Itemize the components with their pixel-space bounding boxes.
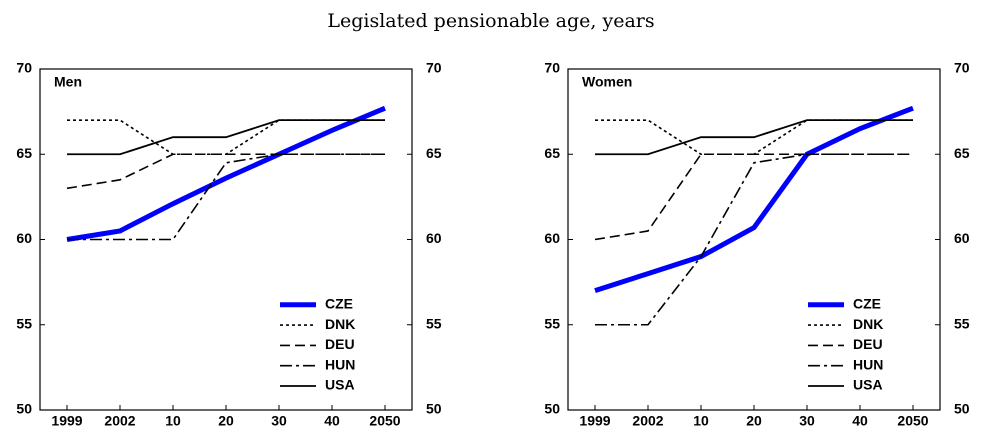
y2-tick-label: 70	[954, 60, 970, 76]
y-tick-label: 65	[16, 145, 32, 161]
x-tick-label: 2050	[369, 413, 400, 429]
y-tick-label: 65	[544, 145, 560, 161]
x-tick-label: 20	[746, 413, 762, 429]
y-tick-label: 60	[544, 230, 560, 246]
legend-label: DNK	[325, 316, 355, 332]
legend-label: DEU	[853, 336, 883, 352]
series-line	[595, 119, 913, 156]
y2-tick-label: 60	[426, 230, 442, 246]
y2-tick-label: 60	[954, 230, 970, 246]
legend-label: USA	[325, 377, 355, 393]
y-tick-label: 55	[16, 315, 32, 331]
panel-label: Men	[54, 74, 82, 90]
y-tick-label: 50	[16, 401, 32, 417]
y2-tick-label: 65	[426, 145, 442, 161]
x-tick-label: 1999	[51, 413, 82, 429]
y2-tick-label: 65	[954, 145, 970, 161]
y-tick-label: 60	[16, 230, 32, 246]
legend-label: CZE	[325, 296, 353, 312]
y-tick-label: 55	[544, 315, 560, 331]
legend-label: CZE	[853, 296, 881, 312]
x-tick-label: 20	[218, 413, 234, 429]
series-line	[66, 153, 385, 190]
x-tick-label: 40	[852, 413, 868, 429]
x-tick-label: 10	[165, 413, 181, 429]
series-line	[67, 119, 385, 156]
y2-tick-label: 55	[954, 315, 970, 331]
x-tick-label: 30	[799, 413, 815, 429]
x-tick-label: 40	[324, 413, 340, 429]
y2-tick-label: 70	[426, 60, 442, 76]
chart-title: Legislated pensionable age, years	[327, 10, 654, 32]
y-tick-label: 70	[544, 60, 560, 76]
x-tick-label: 2002	[104, 413, 135, 429]
x-tick-label: 1999	[579, 413, 610, 429]
y2-tick-label: 50	[954, 401, 970, 417]
legend-label: HUN	[325, 356, 355, 372]
series-line	[67, 153, 385, 241]
y2-tick-label: 55	[426, 315, 442, 331]
x-tick-label: 2050	[897, 413, 928, 429]
x-tick-label: 10	[693, 413, 709, 429]
legend-label: HUN	[853, 356, 883, 372]
legend-label: DEU	[325, 336, 355, 352]
legend-label: USA	[853, 377, 883, 393]
x-tick-label: 30	[271, 413, 287, 429]
y2-tick-label: 50	[426, 401, 442, 417]
legend-label: DNK	[853, 316, 883, 332]
x-tick-label: 2002	[632, 413, 663, 429]
series-line	[595, 153, 913, 326]
y-tick-label: 70	[16, 60, 32, 76]
y-tick-label: 50	[544, 401, 560, 417]
series-line	[66, 105, 386, 242]
series-line	[594, 105, 914, 294]
panel-label: Women	[582, 74, 632, 90]
